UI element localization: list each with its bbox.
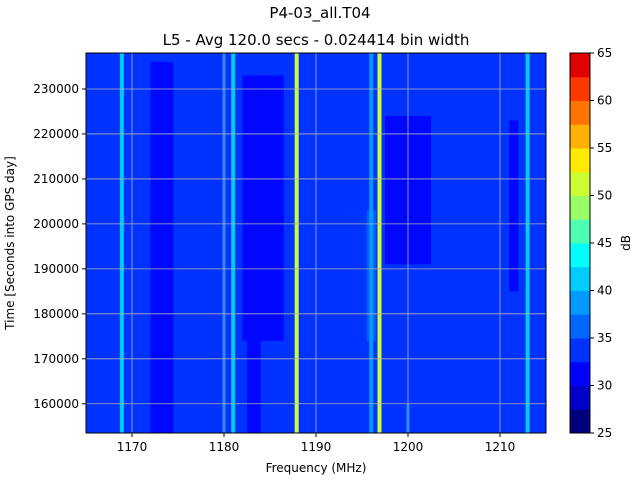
colorbar-tick-label: 60 bbox=[597, 94, 612, 108]
colorbar-tick-label: 45 bbox=[597, 236, 612, 250]
partial-signal-line bbox=[369, 53, 374, 433]
y-axis-label: Time [Seconds into GPS day] bbox=[3, 156, 17, 331]
x-tick-label: 1190 bbox=[301, 440, 332, 454]
colorbar-tick-label: 25 bbox=[597, 426, 612, 440]
colorbar-band bbox=[570, 195, 590, 220]
interference-patch bbox=[509, 120, 519, 292]
colorbar-band bbox=[570, 338, 590, 363]
x-axis-label: Frequency (MHz) bbox=[266, 461, 367, 475]
x-tick-label: 1210 bbox=[485, 440, 516, 454]
signal-line bbox=[119, 53, 124, 433]
colorbar-band bbox=[570, 409, 590, 434]
plot-area bbox=[85, 52, 547, 434]
colorbar-tick-label: 35 bbox=[597, 331, 612, 345]
colorbar-tick-label: 30 bbox=[597, 379, 612, 393]
interference-patch bbox=[242, 75, 284, 341]
colorbar-tick-label: 50 bbox=[597, 189, 612, 203]
chart-subtitle: L5 - Avg 120.0 secs - 0.024414 bin width bbox=[163, 31, 470, 49]
chart-title: P4-03_all.T04 bbox=[269, 4, 370, 23]
colorbar-band bbox=[570, 171, 590, 196]
signal-line bbox=[231, 53, 236, 433]
colorbar-band bbox=[570, 76, 590, 101]
colorbar-band bbox=[570, 53, 590, 78]
y-tick-label: 180000 bbox=[33, 307, 79, 321]
colorbar-tick-label: 55 bbox=[597, 141, 612, 155]
grid bbox=[86, 53, 546, 433]
colorbar-band bbox=[570, 243, 590, 268]
colorbar-band bbox=[570, 148, 590, 173]
interference-patch bbox=[247, 340, 261, 433]
colorbar-band bbox=[570, 290, 590, 315]
signal-line bbox=[294, 53, 299, 433]
y-tick-label: 220000 bbox=[33, 127, 79, 141]
colorbar-band bbox=[570, 314, 590, 339]
signal-line bbox=[525, 53, 530, 433]
colorbar-band bbox=[570, 361, 590, 386]
x-tick-label: 1180 bbox=[209, 440, 240, 454]
y-tick-label: 230000 bbox=[33, 82, 79, 96]
colorbar-band bbox=[570, 124, 590, 149]
y-tick-label: 210000 bbox=[33, 172, 79, 186]
y-tick-label: 200000 bbox=[33, 217, 79, 231]
colorbar: 25 30 35 40 45 50 55 60 65 bbox=[569, 46, 612, 440]
y-axis: 160000 170000 180000 190000 200000 210000 2200… bbox=[33, 82, 86, 411]
x-axis: 1170 1180 1190 1200 1210 bbox=[117, 433, 516, 454]
colorbar-band bbox=[570, 266, 590, 291]
y-tick-label: 170000 bbox=[33, 352, 79, 366]
x-tick-label: 1170 bbox=[117, 440, 148, 454]
colorbar-band bbox=[570, 219, 590, 244]
colorbar-tick-label: 40 bbox=[597, 284, 612, 298]
colorbar-band bbox=[570, 100, 590, 125]
x-tick-label: 1200 bbox=[393, 440, 424, 454]
interference-patch bbox=[150, 61, 174, 434]
colorbar-band bbox=[570, 385, 590, 410]
colorbar-tick-label: 65 bbox=[597, 46, 612, 60]
colorbar-label: dB bbox=[619, 235, 633, 251]
y-tick-label: 190000 bbox=[33, 262, 79, 276]
y-tick-label: 160000 bbox=[33, 397, 79, 411]
signal-line bbox=[377, 53, 382, 433]
